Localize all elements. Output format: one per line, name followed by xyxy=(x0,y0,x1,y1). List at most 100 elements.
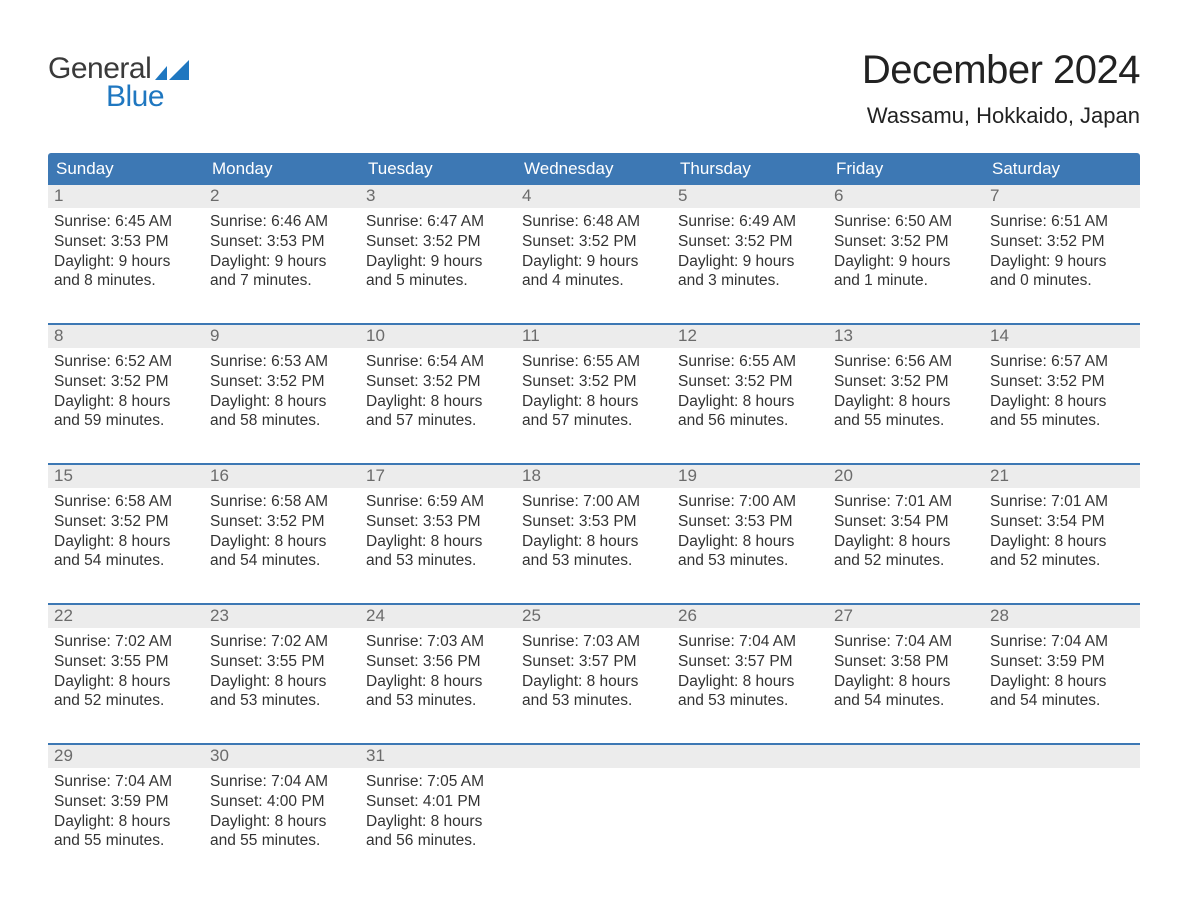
empty-day-cell xyxy=(828,745,984,865)
day-cell: 19Sunrise: 7:00 AMSunset: 3:53 PMDayligh… xyxy=(672,465,828,585)
sunrise-line-label: Sunrise: xyxy=(210,773,271,790)
sunrise-line: Sunrise: 6:59 AM xyxy=(366,492,510,512)
daylight-line-label: Daylight: xyxy=(366,253,431,270)
sunset-line: Sunset: 3:52 PM xyxy=(366,372,510,392)
sunset-line-label: Sunset: xyxy=(54,373,111,390)
daylight-line: Daylight: 8 hours and 55 minutes. xyxy=(834,392,978,432)
day-of-week-header: SundayMondayTuesdayWednesdayThursdayFrid… xyxy=(48,153,1140,185)
sunset-line-value: 3:54 PM xyxy=(891,513,949,530)
sunset-line-value: 3:55 PM xyxy=(267,653,325,670)
sunset-line-label: Sunset: xyxy=(366,373,423,390)
day-number-band: 29 xyxy=(48,745,204,768)
sunrise-line: Sunrise: 7:04 AM xyxy=(990,632,1134,652)
day-number: 25 xyxy=(522,606,541,625)
sunrise-line-value: 7:04 AM xyxy=(271,773,328,790)
day-number-band: 10 xyxy=(360,325,516,348)
day-number: 4 xyxy=(522,186,531,205)
daylight-line: Daylight: 8 hours and 53 minutes. xyxy=(678,672,822,712)
sunrise-line-value: 6:51 AM xyxy=(1051,213,1108,230)
sunrise-line-value: 7:04 AM xyxy=(1051,633,1108,650)
sunrise-line: Sunrise: 7:03 AM xyxy=(522,632,666,652)
sunset-line-value: 3:57 PM xyxy=(579,653,637,670)
day-cell: 7Sunrise: 6:51 AMSunset: 3:52 PMDaylight… xyxy=(984,185,1140,305)
sunset-line-label: Sunset: xyxy=(366,233,423,250)
day-number-band: 28 xyxy=(984,605,1140,628)
daylight-line: Daylight: 9 hours and 1 minute. xyxy=(834,252,978,292)
day-number: 22 xyxy=(54,606,73,625)
daylight-line: Daylight: 8 hours and 58 minutes. xyxy=(210,392,354,432)
sunset-line-label: Sunset: xyxy=(210,373,267,390)
dow-tuesday: Tuesday xyxy=(360,153,516,185)
week-row: 15Sunrise: 6:58 AMSunset: 3:52 PMDayligh… xyxy=(48,463,1140,585)
title-block: December 2024 Wassamu, Hokkaido, Japan xyxy=(862,48,1140,129)
sunset-line-label: Sunset: xyxy=(366,513,423,530)
sunset-line: Sunset: 3:52 PM xyxy=(366,232,510,252)
sunset-line-label: Sunset: xyxy=(678,373,735,390)
sunset-line: Sunset: 3:53 PM xyxy=(54,232,198,252)
daylight-line: Daylight: 8 hours and 54 minutes. xyxy=(210,532,354,572)
sunrise-line: Sunrise: 7:01 AM xyxy=(834,492,978,512)
day-number-band: 18 xyxy=(516,465,672,488)
sunset-line-value: 3:52 PM xyxy=(267,513,325,530)
sunrise-line-value: 6:47 AM xyxy=(427,213,484,230)
sunrise-line-label: Sunrise: xyxy=(990,213,1051,230)
daylight-line: Daylight: 8 hours and 59 minutes. xyxy=(54,392,198,432)
sunrise-line-value: 6:58 AM xyxy=(271,493,328,510)
day-cell: 4Sunrise: 6:48 AMSunset: 3:52 PMDaylight… xyxy=(516,185,672,305)
sunrise-line-value: 7:00 AM xyxy=(739,493,796,510)
day-cell: 8Sunrise: 6:52 AMSunset: 3:52 PMDaylight… xyxy=(48,325,204,445)
sunrise-line-value: 6:46 AM xyxy=(271,213,328,230)
sunset-line-label: Sunset: xyxy=(834,373,891,390)
sunrise-line-value: 7:00 AM xyxy=(583,493,640,510)
sunrise-line-value: 6:56 AM xyxy=(895,353,952,370)
daylight-line-label: Daylight: xyxy=(834,253,899,270)
day-number: 10 xyxy=(366,326,385,345)
sunset-line-label: Sunset: xyxy=(522,653,579,670)
sunrise-line-label: Sunrise: xyxy=(678,213,739,230)
sunrise-line: Sunrise: 7:01 AM xyxy=(990,492,1134,512)
day-number xyxy=(990,746,995,765)
sunset-line: Sunset: 3:52 PM xyxy=(834,232,978,252)
dow-thursday: Thursday xyxy=(672,153,828,185)
sunset-line: Sunset: 3:53 PM xyxy=(210,232,354,252)
sunset-line-value: 3:52 PM xyxy=(111,513,169,530)
sunrise-line-label: Sunrise: xyxy=(54,353,115,370)
sunset-line-value: 3:53 PM xyxy=(423,513,481,530)
day-number-band: 1 xyxy=(48,185,204,208)
sunrise-line-label: Sunrise: xyxy=(366,353,427,370)
sunset-line-label: Sunset: xyxy=(366,793,423,810)
sunrise-line-value: 7:02 AM xyxy=(271,633,328,650)
day-number: 26 xyxy=(678,606,697,625)
day-number-band: 27 xyxy=(828,605,984,628)
sunset-line-label: Sunset: xyxy=(834,513,891,530)
day-number: 3 xyxy=(366,186,375,205)
sunrise-line: Sunrise: 6:58 AM xyxy=(210,492,354,512)
flag-icon xyxy=(155,60,189,80)
sunrise-line: Sunrise: 7:02 AM xyxy=(210,632,354,652)
daylight-line-label: Daylight: xyxy=(522,533,587,550)
sunset-line-value: 3:52 PM xyxy=(423,233,481,250)
sunrise-line: Sunrise: 7:04 AM xyxy=(54,772,198,792)
day-number-band: 24 xyxy=(360,605,516,628)
sunrise-line-label: Sunrise: xyxy=(522,493,583,510)
sunset-line-value: 3:52 PM xyxy=(579,373,637,390)
sunrise-line-value: 6:59 AM xyxy=(427,493,484,510)
daylight-line-label: Daylight: xyxy=(990,393,1055,410)
day-number-band: 6 xyxy=(828,185,984,208)
sunset-line-value: 3:55 PM xyxy=(111,653,169,670)
sunrise-line: Sunrise: 7:00 AM xyxy=(522,492,666,512)
sunset-line: Sunset: 3:56 PM xyxy=(366,652,510,672)
sunset-line-value: 3:52 PM xyxy=(891,233,949,250)
day-number: 12 xyxy=(678,326,697,345)
daylight-line: Daylight: 8 hours and 57 minutes. xyxy=(366,392,510,432)
daylight-line-label: Daylight: xyxy=(522,673,587,690)
sunset-line-value: 3:54 PM xyxy=(1047,513,1105,530)
sunrise-line-value: 6:57 AM xyxy=(1051,353,1108,370)
daylight-line-label: Daylight: xyxy=(210,673,275,690)
sunrise-line: Sunrise: 6:55 AM xyxy=(522,352,666,372)
day-number: 18 xyxy=(522,466,541,485)
dow-sunday: Sunday xyxy=(48,153,204,185)
daylight-line: Daylight: 8 hours and 53 minutes. xyxy=(522,532,666,572)
daylight-line-label: Daylight: xyxy=(366,673,431,690)
daylight-line: Daylight: 8 hours and 53 minutes. xyxy=(522,672,666,712)
